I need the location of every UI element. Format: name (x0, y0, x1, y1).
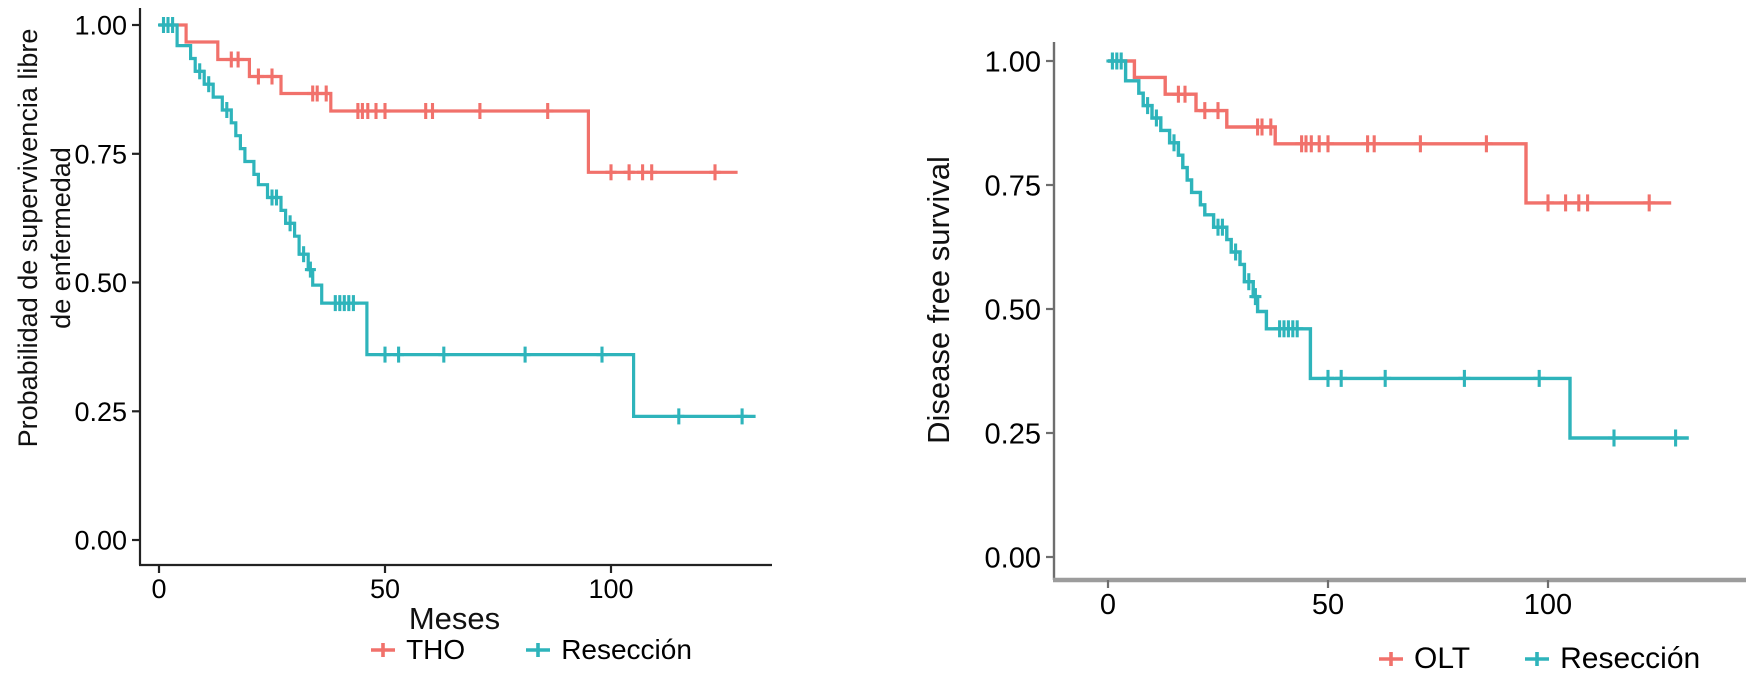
olt-legend-plus-icon (1379, 652, 1403, 666)
tho-legend-plus-icon (371, 643, 396, 657)
right-x-tick-label: 50 (1312, 589, 1344, 621)
panel-right: 1.00 0.75 0.50 0.25 0.00 0 50 100 (985, 42, 1746, 621)
legend-label-olt: OLT (1414, 642, 1471, 675)
left-y-axis-title-line2: de enfermedad (46, 147, 76, 329)
reseccion-legend-plus-icon (526, 643, 551, 657)
left-x-axis-title: Meses (408, 601, 501, 636)
left-y-tick-label: 1.00 (74, 11, 127, 41)
legend-label-tho: THO (406, 634, 466, 665)
left-x-tick-label: 50 (370, 574, 400, 604)
legend-item-olt: OLT (1376, 642, 1470, 676)
right-y-tick-label: 0.25 (985, 418, 1041, 450)
right-reseccin-curve (1108, 59, 1689, 440)
left-x-tick-label: 100 (588, 574, 633, 604)
legend-label-reseccion-left: Resección (561, 634, 692, 665)
left-y-tick-label: 0.00 (74, 526, 127, 556)
left-reseccin-curve (159, 23, 756, 418)
left-y-tick-label: 0.50 (74, 268, 127, 298)
left-legend: THO Resección (330, 634, 730, 666)
legend-item-tho: THO (368, 634, 465, 666)
legend-item-reseccion-right: Resección (1522, 642, 1700, 676)
right-y-axis-title: Disease free survival (921, 20, 957, 580)
left-x-tick-label: 0 (151, 574, 166, 604)
legend-label-reseccion-right: Resección (1560, 642, 1701, 675)
left-y-axis-title: Probabilidad de supervivencia libre de e… (12, 0, 78, 538)
right-x-tick-label: 100 (1524, 589, 1572, 621)
right-y-tick-label: 1.00 (985, 46, 1041, 78)
reseccion-legend-plus-icon (1525, 652, 1550, 666)
left-y-tick-label: 0.75 (74, 140, 127, 170)
left-y-axis-title-line1: Probabilidad de supervivencia libre (13, 28, 43, 448)
right-y-tick-label: 0.50 (985, 294, 1041, 326)
right-y-tick-label: 0.00 (985, 542, 1041, 574)
legend-item-reseccion-left: Resección (523, 634, 692, 666)
panel-left: 1.00 0.75 0.50 0.25 0.00 0 50 100 (74, 8, 772, 604)
right-x-tick-label: 0 (1100, 589, 1116, 621)
right-legend: OLT Resección (1376, 642, 1744, 676)
left-y-tick-label: 0.25 (74, 397, 127, 427)
right-y-tick-label: 0.75 (985, 170, 1041, 202)
right-y-axis-title-line1: Disease free survival (921, 156, 956, 444)
